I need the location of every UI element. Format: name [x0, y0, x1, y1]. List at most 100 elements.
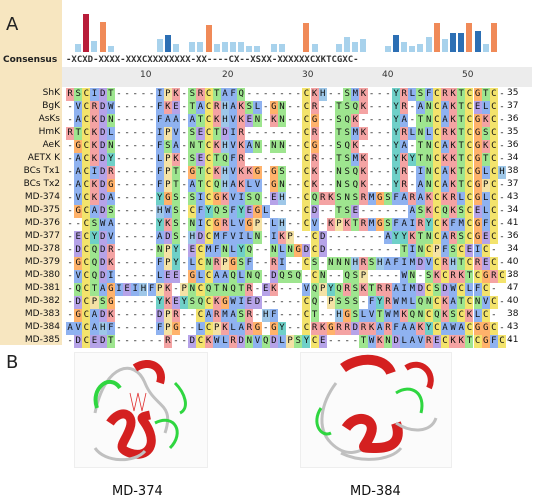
alignment-gap: - — [67, 258, 73, 268]
residue-cell: C — [302, 114, 311, 127]
alignment-gap: - — [287, 167, 293, 177]
alignment-gap: - — [262, 245, 269, 255]
residue-cell: M — [204, 244, 213, 257]
alignment-gap: - — [124, 310, 130, 320]
residue-cell: I — [90, 88, 99, 101]
residue-cell: K — [351, 140, 360, 153]
residue-cell: R — [343, 283, 352, 296]
residue-cell: Y — [392, 153, 401, 166]
alignment-gap: - — [377, 167, 383, 177]
position-ruler: 10 20 30 40 50 — [62, 67, 532, 87]
residue-cell: Y — [392, 140, 401, 153]
residue-cell: T — [212, 153, 221, 166]
alignment-gap: - — [287, 206, 293, 216]
residue-cell: T — [74, 127, 83, 140]
residue-cell: C — [432, 296, 441, 309]
residue-cell: N — [424, 114, 433, 127]
alignment-gap: - — [499, 297, 505, 307]
alignment-gap: - — [320, 141, 326, 151]
sequence-length: 34 — [507, 244, 519, 254]
residue-cell: M — [367, 218, 376, 231]
residue-cell: S — [286, 270, 295, 283]
ruler-tick: 10 — [140, 70, 152, 80]
residue-cell: Q — [343, 114, 352, 127]
alignment-gap: - — [295, 310, 301, 320]
residue-cell: D — [98, 127, 107, 140]
residue-cell: Y — [277, 322, 287, 335]
alignment-gap: - — [287, 154, 293, 164]
alignment-gap: - — [320, 180, 326, 190]
residue-cell: S — [449, 244, 458, 257]
residue-cell: H — [261, 309, 270, 322]
residue-cell: G — [343, 309, 352, 322]
residue-cell: S — [245, 101, 254, 114]
residue-cell: T — [334, 127, 344, 140]
residue-cell: K — [440, 218, 450, 231]
residue-cell: Q — [74, 283, 83, 296]
conservation-bar — [213, 44, 220, 52]
conservation-bar — [425, 37, 432, 52]
residue-cell: H — [155, 205, 164, 218]
residue-cell: L — [277, 335, 287, 348]
ruler-tick: 40 — [382, 70, 394, 80]
residue-cell: R — [212, 101, 221, 114]
residue-cell: G — [253, 166, 262, 179]
alignment-gap: - — [116, 89, 122, 99]
sequence-name: MD-383 — [24, 309, 60, 319]
alignment-gap: - — [148, 206, 155, 216]
residue-cell: T — [334, 205, 344, 218]
residue-cell: Y — [302, 335, 311, 348]
residue-cell: A — [220, 270, 229, 283]
residue-cell: M — [408, 283, 417, 296]
residue-cell: V — [229, 114, 238, 127]
residue-cell: I — [408, 218, 417, 231]
residue-cell: E — [245, 114, 254, 127]
residue-cell: A — [171, 140, 181, 153]
residue-cell: Y — [106, 153, 115, 166]
sequence-length: 36 — [507, 140, 519, 150]
residue-cell: G — [106, 283, 115, 296]
residue-cell: C — [204, 153, 213, 166]
residue-cell: R — [171, 309, 181, 322]
residue-cell: C — [82, 322, 91, 335]
residue-cell: P — [163, 309, 172, 322]
residue-cell: C — [473, 270, 482, 283]
residue-cell: G — [74, 205, 83, 218]
residue-cell: T — [196, 140, 205, 153]
residue-cell: K — [449, 127, 458, 140]
residue-cell: C — [432, 205, 441, 218]
residue-cell: F — [269, 309, 278, 322]
residue-cell: V — [229, 140, 238, 153]
residue-cell: S — [188, 127, 197, 140]
alignment-gap: - — [393, 271, 399, 281]
alignment-gap: - — [287, 193, 293, 203]
alignment-gap: - — [499, 141, 505, 151]
alignment-gap: - — [360, 115, 367, 125]
residue-cell: K — [440, 296, 450, 309]
alignment-gap: - — [385, 180, 391, 190]
residue-cell: G — [74, 309, 83, 322]
alignment-gap: - — [328, 206, 334, 216]
alignment-gap: - — [377, 115, 383, 125]
residue-cell: F — [392, 192, 401, 205]
sequence-length: 36 — [507, 231, 519, 241]
residue-cell: F — [473, 283, 482, 296]
residue-cell: D — [302, 244, 311, 257]
residue-cell: S — [188, 153, 197, 166]
residue-cell: G — [473, 88, 482, 101]
residue-cell: Q — [351, 179, 360, 192]
residue-cell: N — [326, 257, 335, 270]
alignment-gap: - — [67, 336, 73, 346]
residue-cell: Y — [392, 166, 401, 179]
residue-cell: F — [155, 179, 164, 192]
residue-cell: N — [416, 244, 425, 257]
residue-cell: C — [196, 335, 205, 348]
residue-cell: A — [229, 101, 238, 114]
structure-caption: MD-374 — [112, 484, 163, 499]
alignment-gap: - — [507, 336, 513, 346]
conservation-bar — [335, 44, 342, 52]
alignment-gap: - — [116, 102, 122, 112]
alignment-gap: - — [287, 284, 293, 294]
alignment-gap: - — [328, 310, 334, 320]
residue-cell: A — [375, 322, 384, 335]
